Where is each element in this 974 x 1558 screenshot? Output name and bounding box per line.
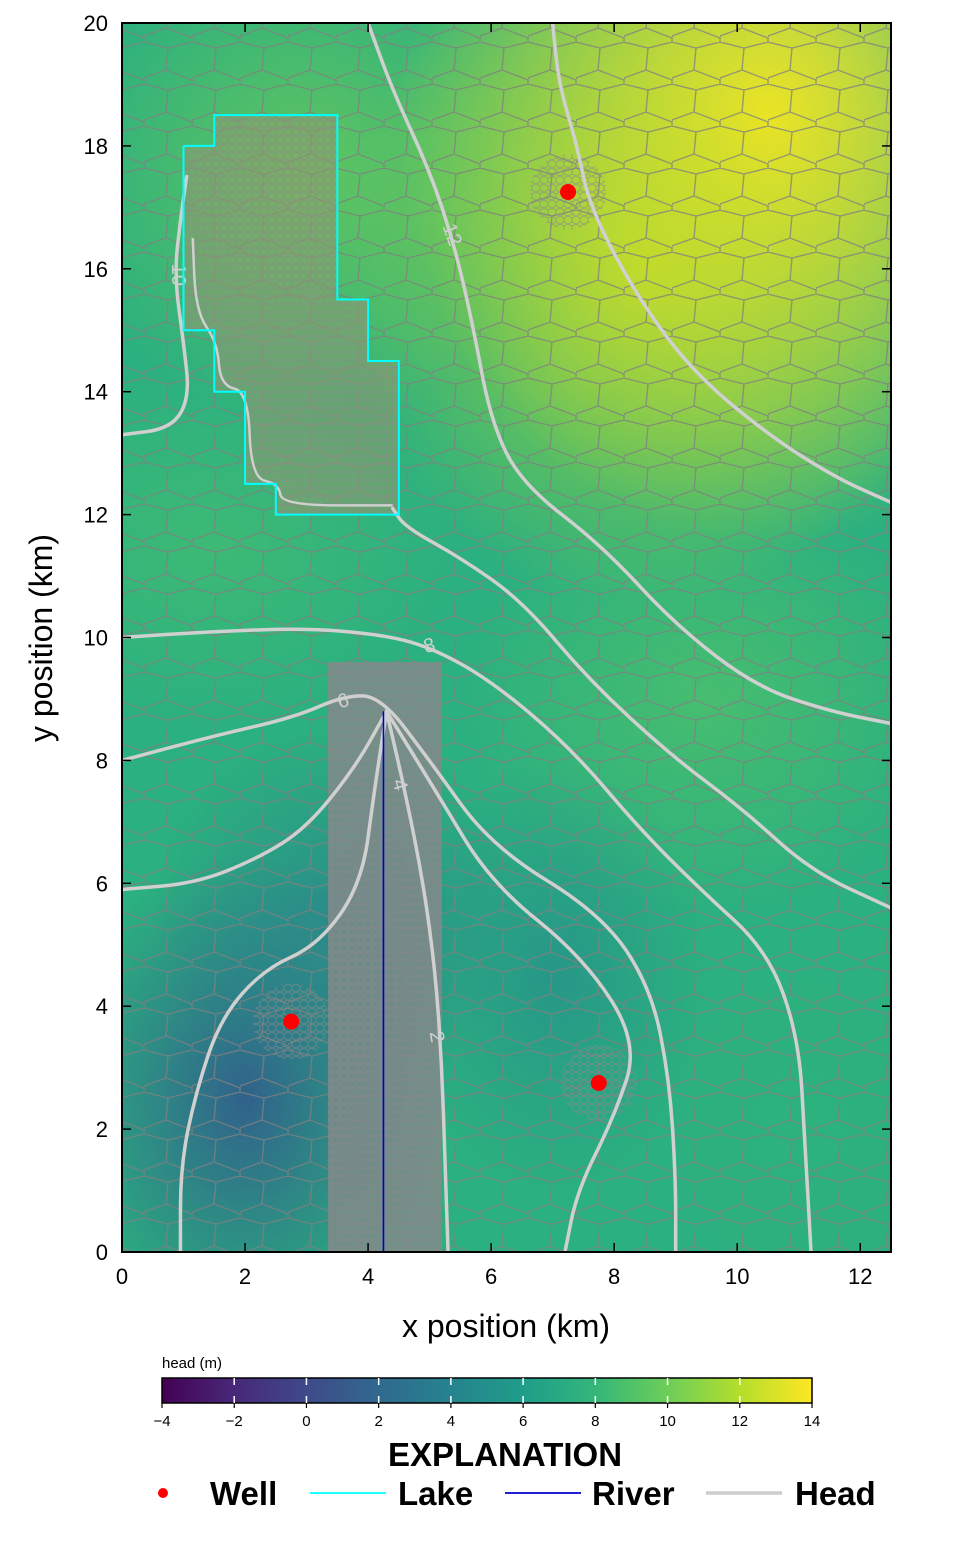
y-tick-label: 20 (84, 11, 108, 36)
y-tick-label: 6 (96, 871, 108, 896)
head-contour-line (384, 709, 632, 1252)
head-contour-line (366, 23, 891, 726)
well-marker-2 (283, 1013, 300, 1030)
head-contour-line (550, 23, 891, 505)
head-contour-line (122, 627, 813, 1252)
colorbar-tick-label: 0 (302, 1413, 310, 1430)
contour-label-10: 10 (167, 264, 189, 286)
lake-layer (182, 114, 400, 516)
y-tick-label: 4 (96, 994, 108, 1019)
colorbar (161, 1377, 813, 1404)
x-tick-label: 2 (239, 1264, 251, 1289)
head-contour-line (122, 174, 190, 437)
y-tick-label: 8 (96, 748, 108, 773)
y-tick-label: 10 (84, 626, 108, 651)
colorbar-tick-label: 2 (374, 1413, 382, 1430)
y-tick-label: 12 (84, 503, 108, 528)
y-tick-label: 2 (96, 1117, 108, 1142)
colorbar-tick-label: 14 (804, 1413, 821, 1430)
legend-label-well: Well (210, 1475, 277, 1512)
colorbar-ticks: −4 −2 0 2 4 6 8 10 12 14 (153, 1378, 820, 1430)
model-grid-refined (183, 115, 637, 1252)
contour-label-6: 6 (335, 689, 351, 713)
y-tick-label: 14 (84, 380, 108, 405)
head-contour-line (191, 238, 393, 507)
y-axis: 0 2 4 6 8 10 12 14 16 18 20 (84, 11, 891, 1265)
contour-label-8: 8 (421, 634, 437, 658)
colorbar-tick-label: 8 (591, 1413, 599, 1430)
head-contour-line (178, 709, 389, 1252)
contour-label-4: 4 (387, 777, 411, 793)
y-axis-label: y position (km) (23, 534, 59, 742)
legend-title: EXPLANATION (388, 1436, 622, 1473)
river-refinement-grid (328, 662, 442, 1252)
x-tick-label: 6 (485, 1264, 497, 1289)
x-tick-label: 12 (848, 1264, 872, 1289)
legend-label-lake: Lake (398, 1475, 473, 1512)
x-axis-label: x position (km) (402, 1308, 610, 1344)
wells-layer (283, 183, 607, 1092)
head-contour-line (390, 506, 891, 910)
well-marker-3 (590, 1075, 607, 1092)
y-tick-label: 0 (96, 1240, 108, 1265)
colorbar-tick-label: 6 (519, 1413, 527, 1430)
legend-label-head: Head (795, 1475, 876, 1512)
colorbar-tick-label: −4 (153, 1413, 170, 1430)
head-contour-line (122, 694, 678, 1252)
colorbar-tick-label: −2 (226, 1413, 243, 1430)
colorbar-title: head (m) (162, 1355, 222, 1372)
x-tick-label: 0 (116, 1264, 128, 1289)
legend-swatch-well (158, 1488, 168, 1498)
legend: Well Lake River Head (158, 1475, 876, 1512)
lake-refinement-grid (183, 115, 399, 515)
colorbar-tick-label: 4 (447, 1413, 455, 1430)
lake-boundary (182, 114, 400, 516)
x-tick-label: 8 (608, 1264, 620, 1289)
head-contour-line (384, 709, 450, 1252)
x-tick-label: 4 (362, 1264, 374, 1289)
x-axis: 0 2 4 6 8 10 12 (116, 23, 872, 1289)
legend-label-river: River (592, 1475, 675, 1512)
x-tick-label: 10 (725, 1264, 749, 1289)
well-marker-1 (560, 183, 577, 200)
colorbar-tick-label: 12 (731, 1413, 748, 1430)
contour-label-2: 2 (425, 1029, 449, 1044)
head-contour-line (122, 709, 389, 892)
colorbar-tick-label: 10 (659, 1413, 676, 1430)
y-tick-label: 18 (84, 134, 108, 159)
y-tick-label: 16 (84, 257, 108, 282)
